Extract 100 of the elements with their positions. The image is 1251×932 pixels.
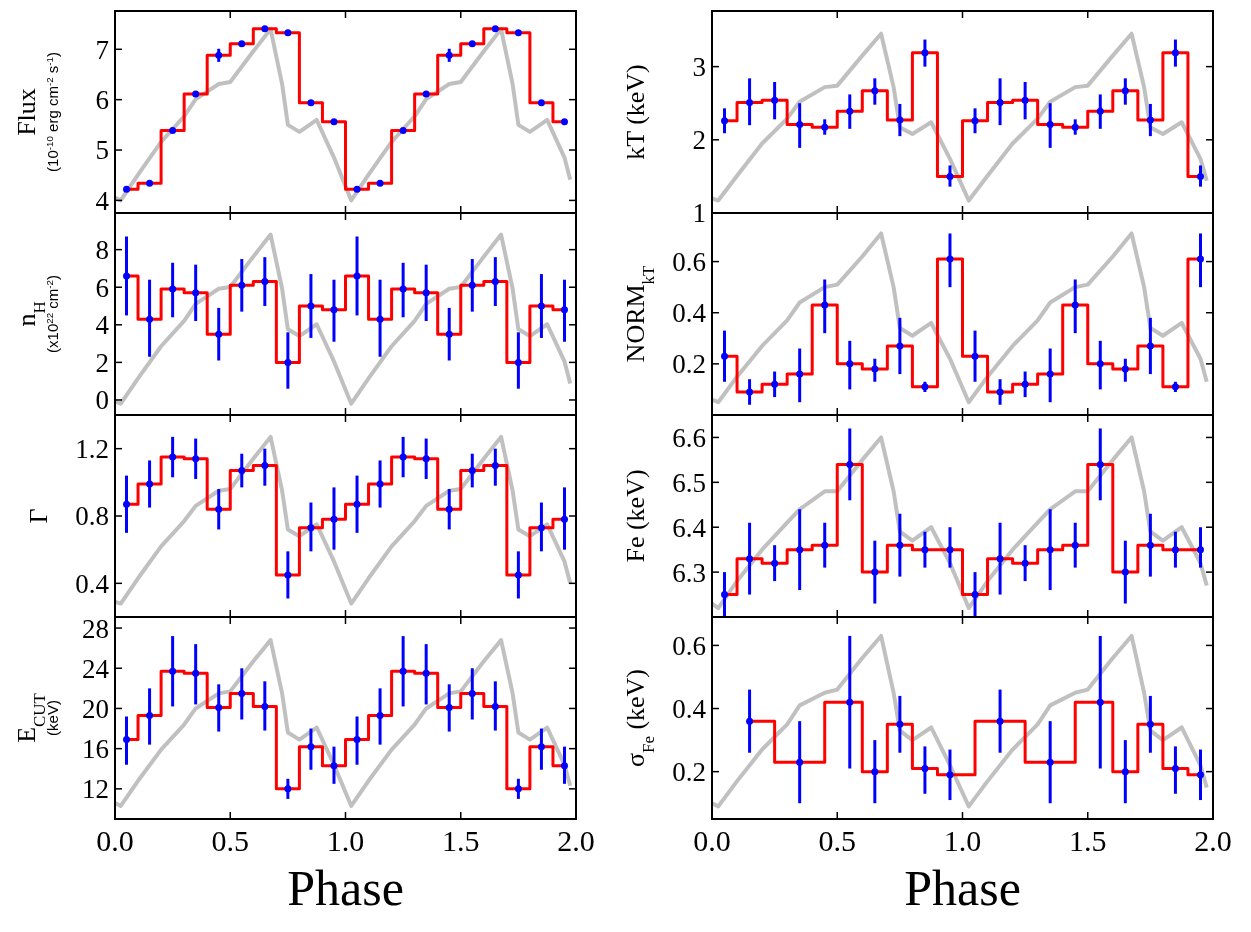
point	[721, 117, 729, 125]
x-tick-label: 2.0	[557, 824, 595, 857]
point	[1096, 698, 1104, 706]
x-tick-label: 1.0	[943, 824, 982, 857]
x-tick-label: 0.5	[818, 824, 856, 857]
point	[215, 703, 223, 711]
point	[1021, 559, 1029, 567]
point	[376, 315, 384, 323]
point	[307, 302, 315, 310]
y-tick-label: 12	[82, 774, 109, 805]
point	[422, 289, 430, 297]
y-tick-label: 2	[95, 347, 109, 378]
point	[946, 255, 954, 263]
point	[445, 703, 453, 711]
point	[1146, 116, 1154, 124]
point	[146, 711, 154, 719]
y-tick-label: 6.6	[672, 422, 706, 453]
point	[896, 720, 904, 728]
point	[376, 711, 384, 719]
point	[1121, 568, 1129, 576]
point	[261, 278, 269, 286]
point	[514, 358, 522, 366]
point	[1046, 120, 1054, 128]
point	[1171, 546, 1179, 554]
point	[796, 758, 804, 766]
point	[330, 762, 338, 770]
y-axis-title: Fe (keV)	[621, 469, 650, 563]
point	[514, 785, 522, 793]
point	[1196, 172, 1204, 180]
point	[192, 455, 200, 463]
point	[896, 342, 904, 350]
point	[771, 559, 779, 567]
point	[871, 365, 879, 373]
point	[896, 541, 904, 549]
point	[491, 462, 499, 469]
point	[1021, 380, 1029, 388]
y-tick-label: 3	[692, 52, 706, 83]
point	[192, 669, 200, 677]
point	[1121, 365, 1129, 373]
point	[353, 736, 361, 744]
x-axis-title: Phase	[287, 860, 404, 916]
y-tick-label: 0.6	[672, 247, 706, 278]
y-tick-label: 24	[82, 653, 110, 684]
y-tick-label: 8	[95, 235, 109, 266]
point	[821, 541, 829, 549]
line-series	[115, 638, 573, 808]
point	[399, 453, 407, 461]
line-series	[115, 232, 573, 406]
point	[169, 667, 177, 675]
point	[1196, 771, 1204, 779]
point	[445, 505, 453, 513]
point	[996, 98, 1004, 106]
point	[746, 98, 754, 106]
x-tick-label: 1.0	[326, 824, 365, 857]
point	[796, 546, 804, 554]
point	[238, 467, 246, 475]
point	[1096, 107, 1104, 115]
point	[514, 571, 522, 579]
point	[746, 388, 754, 396]
line-series	[115, 434, 573, 606]
point	[537, 302, 545, 310]
point	[1046, 370, 1054, 378]
x-tick-label: 0.5	[211, 824, 249, 857]
point	[946, 172, 954, 180]
point	[146, 315, 154, 323]
point	[1096, 460, 1104, 468]
point	[537, 524, 545, 532]
y-tick-label: 6.5	[672, 467, 706, 498]
y-tick-label: 2	[692, 125, 706, 156]
y-axis-title: kT (keV)	[621, 64, 650, 160]
point	[169, 285, 177, 293]
point	[1171, 765, 1179, 772]
point	[846, 698, 854, 706]
y-tick-label: 1	[692, 198, 706, 229]
point	[971, 352, 979, 360]
point	[491, 702, 499, 710]
point	[1146, 342, 1154, 350]
y-tick-label: 28	[82, 613, 109, 644]
point	[821, 123, 829, 131]
point	[284, 785, 292, 793]
point	[307, 743, 315, 751]
point	[746, 717, 754, 725]
point	[871, 87, 879, 95]
point	[468, 689, 476, 697]
point	[721, 352, 729, 360]
x-tick-label: 0.0	[693, 824, 731, 857]
point	[921, 765, 929, 772]
point	[353, 272, 361, 280]
x-axis-title: Phase	[904, 860, 1021, 916]
point	[1146, 541, 1154, 549]
point	[921, 49, 929, 57]
point	[468, 281, 476, 289]
y-tick-label: 6.4	[672, 512, 707, 543]
point	[896, 116, 904, 124]
point	[846, 107, 854, 115]
line-series	[712, 231, 1209, 405]
y-tick-label: 1.2	[75, 434, 109, 465]
point	[399, 285, 407, 293]
y-tick-label: 6	[95, 85, 109, 116]
point	[1096, 360, 1104, 368]
